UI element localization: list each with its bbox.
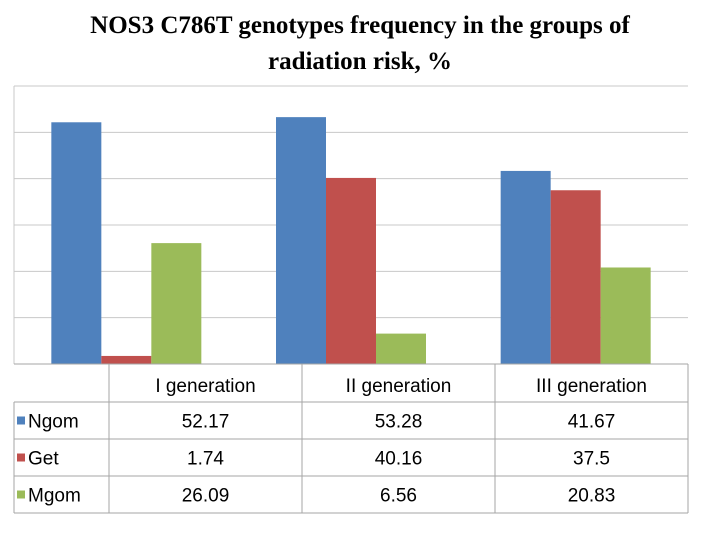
bar-mgom-2 bbox=[376, 333, 426, 364]
chart-title-line-1: NOS3 C786T genotypes frequency in the gr… bbox=[90, 12, 630, 39]
data-label: 53.28 bbox=[375, 412, 423, 433]
bars bbox=[51, 117, 651, 365]
chart-title-line-2: radiation risk, % bbox=[267, 48, 453, 75]
legend-label-get: Get bbox=[28, 449, 59, 470]
data-label: 26.09 bbox=[182, 486, 230, 507]
chart-title: NOS3 C786T genotypes frequency in the gr… bbox=[40, 8, 680, 80]
bar-get-1 bbox=[101, 355, 152, 364]
data-label: 37.5 bbox=[573, 449, 610, 470]
data-label: 20.83 bbox=[568, 486, 616, 507]
bar-ngom-2 bbox=[276, 117, 326, 364]
bar-mgom-1 bbox=[151, 243, 202, 364]
bar-ngom-1 bbox=[51, 122, 102, 365]
legend-label-mgom: Mgom bbox=[28, 486, 81, 507]
bar-mgom-3 bbox=[600, 267, 651, 364]
bar-ngom-3 bbox=[500, 170, 551, 364]
data-label: 40.16 bbox=[375, 449, 423, 470]
legend-key-ngom bbox=[17, 416, 25, 425]
bar-get-3 bbox=[550, 190, 601, 364]
data-label: 1.74 bbox=[187, 449, 224, 470]
data-label: 41.67 bbox=[568, 412, 616, 433]
bar-get-2 bbox=[326, 177, 376, 364]
legend-key-get bbox=[17, 453, 25, 462]
data-label: 6.56 bbox=[380, 486, 417, 507]
legend-key-mgom bbox=[17, 490, 25, 499]
category-label: I generation bbox=[155, 376, 255, 397]
category-label: III generation bbox=[536, 376, 647, 397]
data-label: 52.17 bbox=[182, 412, 230, 433]
data-table: I generation II generation III generation N… bbox=[13, 363, 689, 514]
category-label: II generation bbox=[346, 376, 452, 397]
legend-label-ngom: Ngom bbox=[28, 412, 79, 433]
